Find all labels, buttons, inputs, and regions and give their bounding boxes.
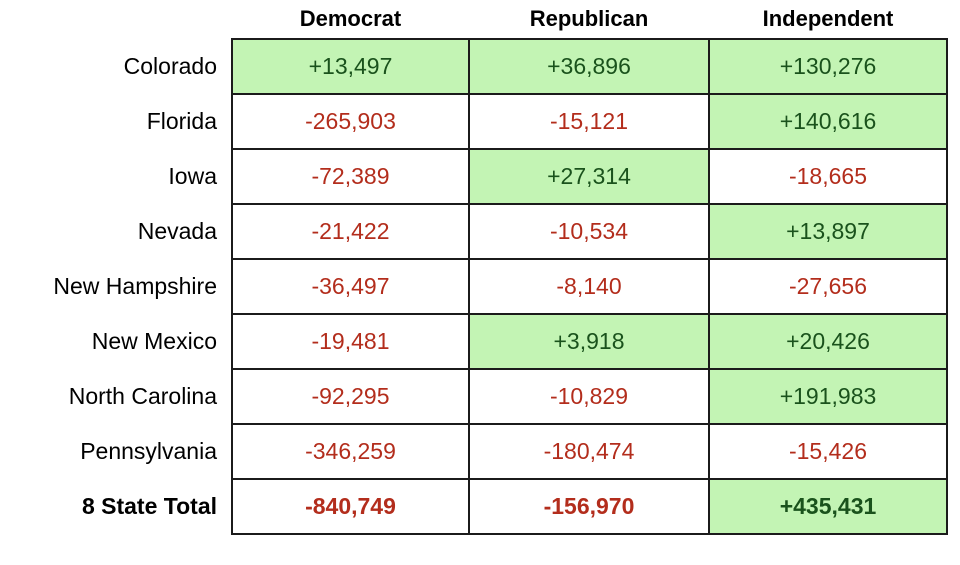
- row-label: Florida: [0, 94, 232, 149]
- cell-value: -72,389: [231, 148, 470, 205]
- cell-value: +140,616: [708, 93, 948, 150]
- table-row-total: 8 State Total -840,749 -156,970 +435,431: [0, 478, 948, 535]
- cell-value-total: -156,970: [468, 478, 710, 535]
- column-header-republican: Republican: [469, 0, 709, 39]
- cell-value: -15,121: [468, 93, 710, 150]
- cell-value: -27,656: [708, 258, 948, 315]
- cell-value: -19,481: [231, 313, 470, 370]
- cell-value: -8,140: [468, 258, 710, 315]
- row-label: Colorado: [0, 39, 232, 94]
- row-label: Nevada: [0, 204, 232, 259]
- table-row-new-hampshire: New Hampshire -36,497 -8,140 -27,656: [0, 258, 948, 315]
- cell-value: -18,665: [708, 148, 948, 205]
- column-header-independent: Independent: [709, 0, 947, 39]
- cell-value: -180,474: [468, 423, 710, 480]
- cell-value: +3,918: [468, 313, 710, 370]
- table-row-florida: Florida -265,903 -15,121 +140,616: [0, 93, 948, 150]
- cell-value: -10,534: [468, 203, 710, 260]
- cell-value: -92,295: [231, 368, 470, 425]
- corner-cell: [0, 0, 232, 39]
- cell-value: +20,426: [708, 313, 948, 370]
- cell-value: +191,983: [708, 368, 948, 425]
- registration-table: Democrat Republican Independent Colorado…: [0, 0, 948, 535]
- cell-value: -21,422: [231, 203, 470, 260]
- cell-value: -346,259: [231, 423, 470, 480]
- header-row: Democrat Republican Independent: [0, 0, 947, 39]
- cell-value: -36,497: [231, 258, 470, 315]
- cell-value-total: +435,431: [708, 478, 948, 535]
- cell-value: +13,497: [231, 38, 470, 95]
- cell-value: +13,897: [708, 203, 948, 260]
- row-label: New Mexico: [0, 314, 232, 369]
- table-row-north-carolina: North Carolina -92,295 -10,829 +191,983: [0, 368, 948, 425]
- row-label-total: 8 State Total: [0, 479, 232, 534]
- cell-value: +27,314: [468, 148, 710, 205]
- table-row-nevada: Nevada -21,422 -10,534 +13,897: [0, 203, 948, 260]
- cell-value: -265,903: [231, 93, 470, 150]
- cell-value-total: -840,749: [231, 478, 470, 535]
- cell-value: +130,276: [708, 38, 948, 95]
- table-row-pennsylvania: Pennsylvania -346,259 -180,474 -15,426: [0, 423, 948, 480]
- table-row-iowa: Iowa -72,389 +27,314 -18,665: [0, 148, 948, 205]
- row-label: Pennsylvania: [0, 424, 232, 479]
- row-label: New Hampshire: [0, 259, 232, 314]
- table-row-colorado: Colorado +13,497 +36,896 +130,276: [0, 38, 948, 95]
- cell-value: -15,426: [708, 423, 948, 480]
- cell-value: +36,896: [468, 38, 710, 95]
- column-header-democrat: Democrat: [232, 0, 469, 39]
- row-label: Iowa: [0, 149, 232, 204]
- table-row-new-mexico: New Mexico -19,481 +3,918 +20,426: [0, 313, 948, 370]
- cell-value: -10,829: [468, 368, 710, 425]
- row-label: North Carolina: [0, 369, 232, 424]
